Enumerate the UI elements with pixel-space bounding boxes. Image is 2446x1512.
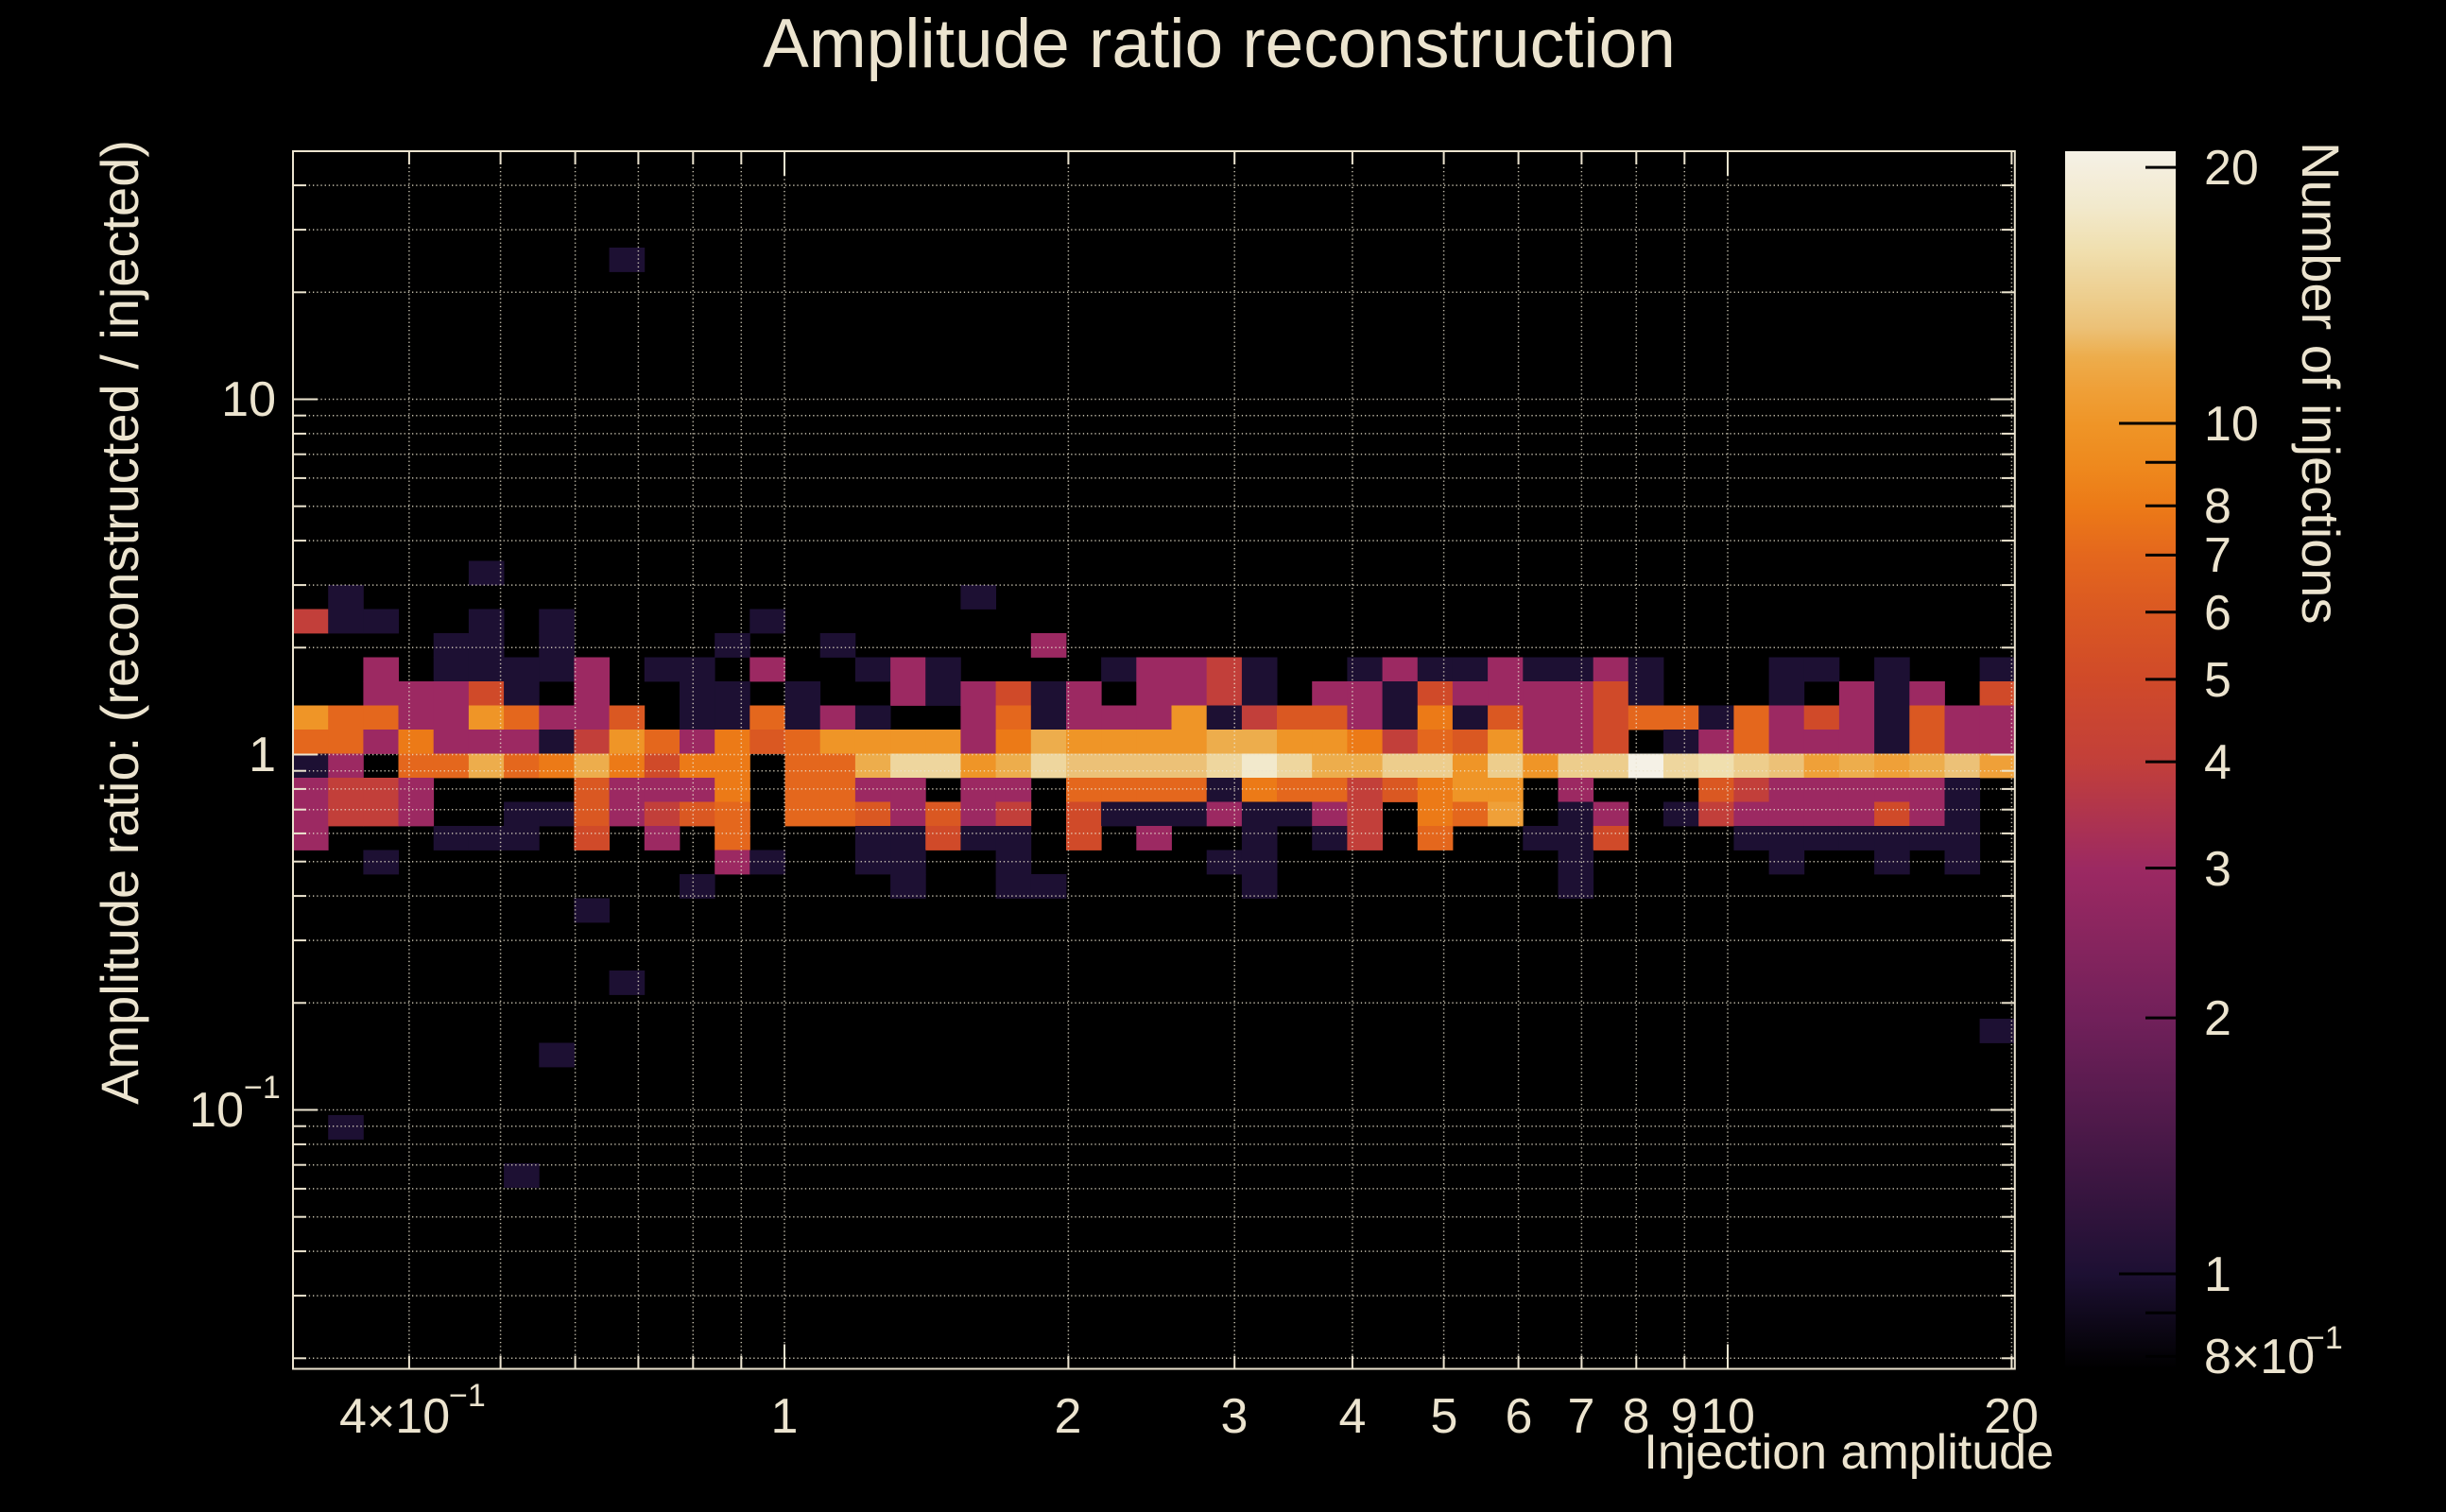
svg-text:8: 8 <box>2204 479 2231 534</box>
svg-text:10: 10 <box>1700 1389 1755 1444</box>
svg-text:2: 2 <box>1055 1389 1082 1444</box>
svg-text:4×10: 4×10 <box>339 1389 450 1444</box>
svg-text:1: 1 <box>249 728 276 782</box>
svg-text:7: 7 <box>1568 1389 1595 1444</box>
svg-text:9: 9 <box>1671 1389 1698 1444</box>
svg-text:4: 4 <box>2204 735 2231 790</box>
svg-text:8: 8 <box>1623 1389 1650 1444</box>
svg-text:8×10: 8×10 <box>2204 1330 2315 1384</box>
svg-text:Injection amplitude: Injection amplitude <box>1644 1425 2054 1480</box>
svg-text:3: 3 <box>2204 842 2231 897</box>
svg-text:Number of injections: Number of injections <box>2291 142 2351 624</box>
svg-text:10: 10 <box>189 1083 244 1138</box>
svg-text:−1: −1 <box>244 1070 281 1106</box>
svg-text:10: 10 <box>2204 397 2259 452</box>
svg-text:−1: −1 <box>2306 1320 2343 1356</box>
svg-text:4: 4 <box>1339 1389 1367 1444</box>
svg-text:1: 1 <box>2204 1247 2231 1302</box>
svg-text:20: 20 <box>2204 141 2259 196</box>
svg-text:Amplitude ratio reconstruction: Amplitude ratio reconstruction <box>763 6 1676 82</box>
svg-text:7: 7 <box>2204 528 2231 583</box>
svg-text:20: 20 <box>1984 1389 2039 1444</box>
svg-text:10: 10 <box>221 372 276 427</box>
svg-text:6: 6 <box>2204 586 2231 641</box>
svg-text:2: 2 <box>2204 991 2231 1046</box>
svg-text:−1: −1 <box>449 1378 486 1414</box>
svg-text:Amplitude ratio: (reconstructe: Amplitude ratio: (reconstructed / inject… <box>90 140 149 1105</box>
svg-text:6: 6 <box>1506 1389 1533 1444</box>
svg-text:3: 3 <box>1221 1389 1249 1444</box>
svg-text:5: 5 <box>1431 1389 1458 1444</box>
svg-text:5: 5 <box>2204 653 2231 708</box>
svg-text:1: 1 <box>771 1389 799 1444</box>
